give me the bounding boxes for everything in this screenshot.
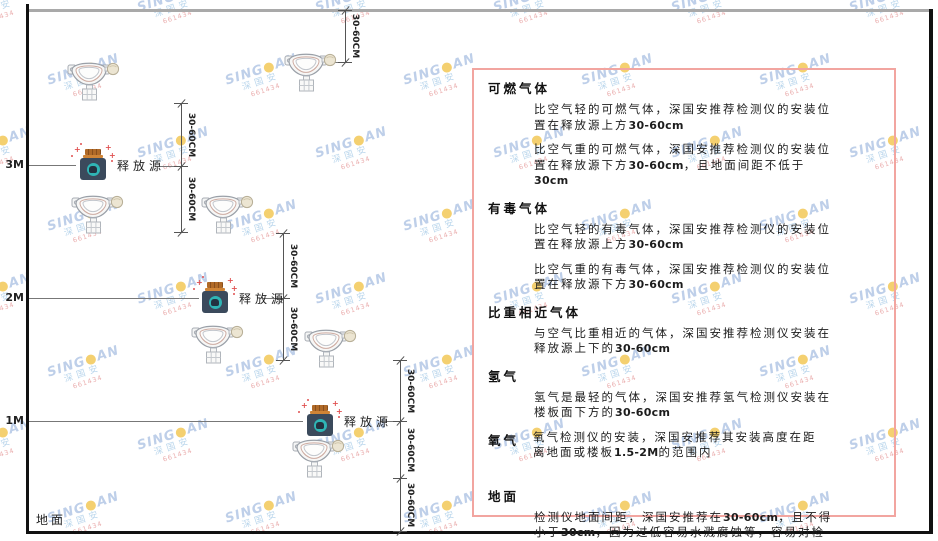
section-paragraph: 氢气是最轻的气体，深国安推荐氢气检测仪安装在楼板面下方的30-60cm	[534, 389, 831, 420]
release-source-label: 释放源	[344, 415, 393, 429]
section-paragraph: 比空气重的可燃气体，深国安推荐检测仪的安装位置在释放源下方30-60cm，且地面…	[534, 142, 831, 187]
reference-line	[29, 165, 76, 166]
height-label-1m: 1M	[5, 414, 24, 427]
section-paragraph: 检测仪地面间距，深国安推荐在30-60cm，且不得小于30cm，因为过低容易水溅…	[534, 509, 833, 541]
section-heading: 氧气	[488, 432, 520, 448]
release-source-icon: + + +	[71, 143, 116, 182]
panel-section: 比重相近气体与空气比重相近的气体，深国安推荐检测仪安装在释放源上下的30-60c…	[488, 302, 880, 357]
dimension-label: 30-60CM	[186, 176, 196, 222]
source-cap	[312, 405, 328, 411]
ceiling-line	[26, 9, 930, 12]
sparkle-mark: +	[109, 151, 116, 160]
sparkle-mark: +	[227, 276, 234, 285]
gas-detector-icon	[190, 320, 244, 366]
dimension-label: 30-60CM	[288, 306, 298, 352]
section-heading: 氢气	[488, 368, 520, 384]
source-emblem	[86, 162, 100, 176]
dimension-label: 30-60CM	[405, 482, 415, 527]
section-heading: 有毒气体	[488, 200, 551, 216]
gas-detector-icon	[200, 190, 254, 236]
sparkle-mark: +	[336, 407, 343, 416]
section-heading: 比重相近气体	[488, 304, 582, 320]
sparkle-dot	[298, 411, 300, 413]
wall-axis-line	[26, 4, 29, 532]
reference-line	[29, 298, 199, 299]
right-border-line	[929, 9, 933, 534]
source-body	[80, 158, 106, 180]
height-label-2m: 2M	[5, 291, 24, 304]
dimension-label: 30-60CM	[350, 13, 360, 59]
connector-line	[263, 298, 282, 299]
section-body: 氧气检测仪的安装，深国安推荐其安装高度在距离地面或楼板1.5-2M的范围内	[533, 430, 829, 470]
dimension-line	[400, 360, 401, 531]
dimension-line	[345, 10, 346, 62]
dimension-label: 30-60CM	[405, 427, 415, 472]
source-cap	[85, 149, 101, 155]
gas-detector-icon	[291, 434, 345, 480]
dimension-line	[181, 103, 182, 232]
section-paragraph: 与空气比重相近的气体，深国安推荐检测仪安装在释放源上下的30-60cm	[534, 325, 831, 356]
sparkle-dot	[71, 155, 73, 157]
release-source-label: 释放源	[239, 292, 288, 306]
source-rim	[205, 288, 225, 291]
source-rim	[310, 411, 330, 414]
sparkle-mark: +	[74, 145, 81, 154]
sparkle-dot	[202, 276, 204, 278]
gas-detector-icon	[303, 324, 357, 370]
dimension-label: 30-60CM	[186, 112, 196, 157]
source-emblem-glyph	[211, 299, 219, 306]
sparkle-mark: +	[196, 278, 203, 287]
section-heading: 可燃气体	[488, 81, 551, 96]
sparkle-dot	[80, 143, 82, 145]
source-emblem	[208, 295, 222, 309]
source-emblem-glyph	[89, 166, 97, 173]
sparkle-dot	[307, 399, 309, 401]
release-source-icon: + + +	[193, 276, 238, 315]
ground-label: 地面	[36, 513, 67, 527]
panel-section: 氢气 氢气是最轻的气体，深国安推荐氢气检测仪安装在楼板面下方的30-60cm	[488, 366, 880, 421]
dimension-label: 30-60CM	[288, 243, 298, 288]
gas-detector-icon	[70, 190, 124, 236]
source-body	[307, 414, 333, 436]
source-body	[202, 291, 228, 313]
panel-section: 有毒气体比空气轻的有毒气体，深国安推荐检测仪的安装位置在释放源上方30-60cm…	[488, 198, 880, 293]
panel-section: 可燃气体比空气轻的可燃气体，深国安推荐检测仪的安装位置在释放源上方30-60cm…	[488, 78, 880, 189]
panel-section: 氧气 氧气检测仪的安装，深国安推荐其安装高度在距离地面或楼板1.5-2M的范围内	[488, 430, 880, 470]
sparkle-dot	[111, 160, 113, 162]
sparkle-mark: +	[231, 284, 238, 293]
section-heading: 地面	[488, 488, 520, 504]
connector-line	[380, 421, 399, 422]
gas-detector-icon	[66, 57, 120, 103]
source-emblem	[313, 418, 327, 432]
section-paragraph: 氧气检测仪的安装，深国安推荐其安装高度在距离地面或楼板1.5-2M的范围内	[533, 429, 817, 460]
sparkle-dot	[233, 293, 235, 295]
release-source-icon: + + +	[298, 399, 343, 438]
sparkle-dot	[338, 416, 340, 418]
installation-notes-panel: 可燃气体比空气轻的可燃气体，深国安推荐检测仪的安装位置在释放源上方30-60cm…	[472, 68, 896, 541]
ground-line	[26, 531, 933, 534]
section-paragraph: 比空气轻的可燃气体，深国安推荐检测仪的安装位置在释放源上方30-60cm	[534, 102, 831, 132]
height-label-3m: 3M	[5, 158, 24, 171]
section-paragraph: 比空气轻的有毒气体，深国安推荐检测仪的安装位置在释放源上方30-60cm	[534, 221, 831, 252]
sparkle-mark: +	[301, 401, 308, 410]
sparkle-mark: +	[332, 399, 339, 408]
sparkle-dot	[193, 288, 195, 290]
connector-line	[160, 166, 180, 167]
source-cap	[207, 282, 223, 288]
dimension-label: 30-60CM	[405, 368, 415, 413]
section-paragraph: 比空气重的有毒气体，深国安推荐检测仪的安装位置在释放源下方30-60cm	[534, 261, 831, 292]
reference-line	[29, 421, 303, 422]
source-rim	[83, 155, 103, 158]
release-source-label: 释放源	[117, 159, 166, 173]
panel-section: 地面 检测仪地面间距，深国安推荐在30-60cm，且不得小于30cm，因为过低容易…	[488, 486, 880, 541]
gas-detector-icon	[283, 48, 337, 94]
sparkle-mark: +	[105, 143, 112, 152]
source-emblem-glyph	[316, 422, 324, 429]
